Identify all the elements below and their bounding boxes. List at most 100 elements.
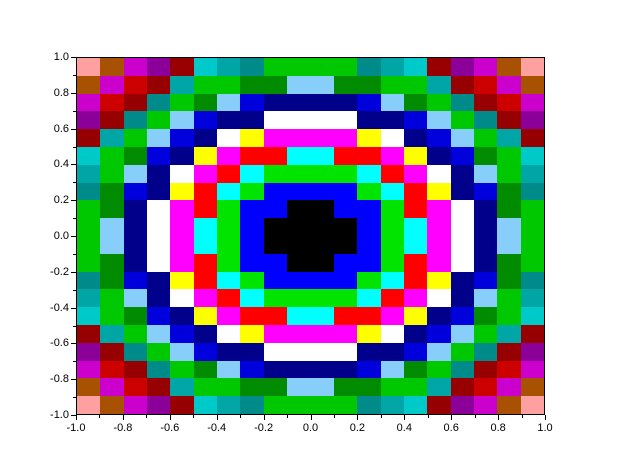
heatmap-cell — [333, 378, 358, 397]
heatmap-cell — [310, 182, 334, 201]
heatmap-cell — [403, 93, 428, 112]
heatmap-cell — [217, 307, 241, 325]
heatmap-cell — [170, 93, 194, 112]
heatmap-cell — [473, 235, 498, 254]
heatmap-cell — [240, 218, 264, 236]
heatmap-cell — [263, 396, 288, 414]
heatmap-cell — [450, 324, 474, 343]
heatmap-cell — [287, 58, 311, 76]
heatmap-cell — [380, 75, 404, 94]
x-tick-label: 0.2 — [349, 422, 366, 434]
heatmap-cell — [287, 93, 311, 112]
heatmap-cell — [357, 182, 381, 201]
tick-mark — [76, 415, 77, 420]
heatmap-cell — [380, 396, 404, 414]
heatmap-cell — [333, 342, 358, 361]
heatmap-cell — [263, 129, 288, 147]
heatmap-cell — [263, 75, 288, 94]
tick-mark — [71, 57, 76, 58]
heatmap-cell — [310, 378, 334, 397]
heatmap-cell — [450, 182, 474, 201]
heatmap-cell — [403, 378, 428, 397]
heatmap-cell — [217, 93, 241, 112]
heatmap-cell — [263, 93, 288, 112]
heatmap-cell — [497, 271, 521, 290]
heatmap-cell — [77, 200, 101, 219]
heatmap-cell — [473, 253, 498, 272]
heatmap-cell — [263, 253, 288, 272]
heatmap-cell — [450, 93, 474, 112]
heatmap-cell — [170, 324, 194, 343]
heatmap-cell — [427, 324, 451, 343]
heatmap-cell — [357, 324, 381, 343]
heatmap-cell — [450, 342, 474, 361]
heatmap-cell — [473, 342, 498, 361]
heatmap-cell — [473, 360, 498, 379]
heatmap-cell — [473, 200, 498, 219]
heatmap-cell — [147, 396, 171, 414]
heatmap-cell — [380, 307, 404, 325]
y-tick-label: 1.0 — [53, 51, 69, 63]
heatmap-cell — [287, 111, 311, 130]
heatmap-cell — [193, 164, 218, 183]
heatmap-cell — [520, 235, 544, 254]
heatmap-cell — [310, 146, 334, 165]
heatmap-cell — [193, 289, 218, 308]
tick-mark — [71, 343, 76, 345]
tick-mark — [71, 307, 76, 309]
heatmap-cell — [170, 218, 194, 236]
heatmap-cell — [403, 307, 428, 325]
heatmap-cell — [450, 235, 474, 254]
heatmap-cell — [333, 289, 358, 308]
heatmap-cell — [147, 129, 171, 147]
tick-mark — [71, 379, 76, 381]
heatmap-cell — [77, 253, 101, 272]
heatmap-cell — [77, 111, 101, 130]
heatmap-cell — [217, 342, 241, 361]
heatmap-cell — [427, 271, 451, 290]
heatmap-cell — [357, 289, 381, 308]
heatmap-cell — [193, 75, 218, 94]
tick-mark — [73, 361, 76, 363]
tick-mark — [357, 415, 359, 420]
heatmap-cell — [123, 93, 148, 112]
tick-mark — [427, 415, 429, 418]
heatmap-cell — [497, 182, 521, 201]
heatmap-cell — [287, 253, 311, 272]
heatmap-cell — [217, 200, 241, 219]
heatmap-cell — [217, 235, 241, 254]
heatmap-cell — [520, 75, 544, 94]
heatmap-cell — [217, 111, 241, 130]
heatmap-cell — [403, 182, 428, 201]
heatmap-cell — [357, 378, 381, 397]
heatmap-cell — [357, 164, 381, 183]
tick-mark — [169, 415, 171, 420]
heatmap-cell — [380, 289, 404, 308]
heatmap-cell — [123, 253, 148, 272]
heatmap-cell — [123, 182, 148, 201]
heatmap-cell — [193, 200, 218, 219]
heatmap-cell — [77, 342, 101, 361]
heatmap-cell — [123, 58, 148, 76]
heatmap-cell — [100, 342, 124, 361]
heatmap-cell — [310, 360, 334, 379]
heatmap-cell — [403, 75, 428, 94]
heatmap-cell — [193, 396, 218, 414]
heatmap-cell — [147, 378, 171, 397]
heatmap-cell — [427, 235, 451, 254]
heatmap-cell — [310, 307, 334, 325]
heatmap-cell — [450, 289, 474, 308]
heatmap-cell — [310, 75, 334, 94]
heatmap-cell — [240, 200, 264, 219]
heatmap-cell — [357, 307, 381, 325]
tick-mark — [310, 415, 312, 420]
heatmap-cell — [217, 146, 241, 165]
heatmap-cell — [403, 111, 428, 130]
x-tick-label: -0.2 — [254, 422, 274, 434]
heatmap-cell — [147, 271, 171, 290]
heatmap-cell — [403, 360, 428, 379]
heatmap-cell — [450, 146, 474, 165]
y-tick-label: 0.4 — [53, 158, 69, 171]
heatmap-cell — [333, 146, 358, 165]
heatmap-cell — [450, 200, 474, 219]
